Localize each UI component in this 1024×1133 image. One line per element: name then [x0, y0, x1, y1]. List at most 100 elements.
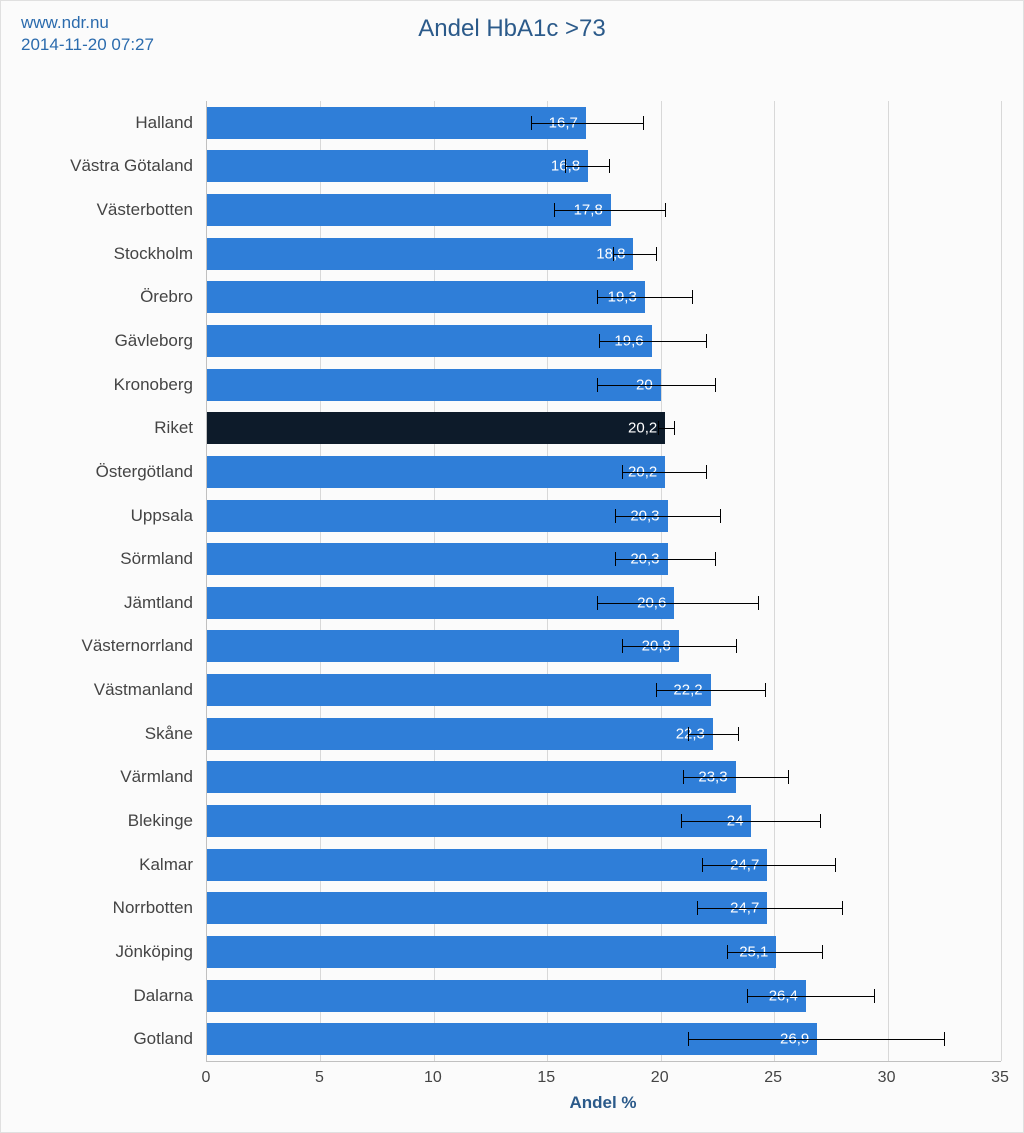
error-bar-cap: [597, 290, 598, 304]
error-bar-cap: [747, 989, 748, 1003]
bar: [207, 281, 645, 313]
error-bar-cap: [658, 421, 659, 435]
error-bar-cap: [599, 334, 600, 348]
error-bar-cap: [681, 814, 682, 828]
category-label: Uppsala: [0, 506, 193, 526]
error-bar: [683, 777, 787, 778]
bar: [207, 150, 588, 182]
error-bar-cap: [554, 203, 555, 217]
error-bar-cap: [727, 945, 728, 959]
x-tick-label: 10: [424, 1069, 442, 1087]
error-bar-cap: [615, 552, 616, 566]
error-bar-cap: [622, 639, 623, 653]
x-tick-label: 35: [991, 1069, 1009, 1087]
error-bar-cap: [758, 596, 759, 610]
error-bar-cap: [822, 945, 823, 959]
error-bar-cap: [736, 639, 737, 653]
chart-title: Andel HbA1c >73: [1, 15, 1023, 43]
error-bar-cap: [842, 901, 843, 915]
error-bar-cap: [609, 159, 610, 173]
gridline: [1001, 101, 1002, 1061]
error-bar-cap: [656, 247, 657, 261]
error-bar-cap: [765, 683, 766, 697]
x-tick-label: 0: [202, 1069, 211, 1087]
error-bar: [599, 341, 706, 342]
category-label: Värmland: [0, 767, 193, 787]
error-bar-cap: [835, 858, 836, 872]
category-label: Skåne: [0, 724, 193, 744]
category-label: Västerbotten: [0, 200, 193, 220]
category-label: Västra Götaland: [0, 156, 193, 176]
category-label: Stockholm: [0, 244, 193, 264]
bar: [207, 107, 586, 139]
category-label: Blekinge: [0, 811, 193, 831]
bar: [207, 543, 668, 575]
category-label: Örebro: [0, 287, 193, 307]
error-bar-cap: [738, 727, 739, 741]
error-bar-cap: [688, 1032, 689, 1046]
error-bar-cap: [706, 465, 707, 479]
error-bar-cap: [944, 1032, 945, 1046]
category-label: Västmanland: [0, 680, 193, 700]
error-bar: [622, 646, 735, 647]
error-bar: [622, 472, 706, 473]
category-label: Kalmar: [0, 855, 193, 875]
error-bar-cap: [697, 901, 698, 915]
bar-value-label: 20,2: [628, 420, 657, 437]
x-axis-title: Andel %: [206, 1093, 1000, 1113]
error-bar: [613, 254, 656, 255]
bar: [207, 369, 661, 401]
category-label: Sörmland: [0, 549, 193, 569]
error-bar-cap: [788, 770, 789, 784]
bar: [207, 761, 736, 793]
error-bar-cap: [820, 814, 821, 828]
error-bar-cap: [683, 770, 684, 784]
chart-frame: www.ndr.nu 2014-11-20 07:27 Andel HbA1c …: [0, 0, 1024, 1133]
plot-area: 16,716,817,818,819,319,62020,220,220,320…: [206, 101, 1001, 1062]
bar: [207, 456, 665, 488]
error-bar: [658, 428, 674, 429]
category-label: Kronoberg: [0, 375, 193, 395]
error-bar-cap: [715, 552, 716, 566]
bar: [207, 238, 633, 270]
error-bar: [656, 690, 765, 691]
bar: [207, 630, 679, 662]
error-bar-cap: [531, 116, 532, 130]
error-bar: [697, 908, 842, 909]
category-label: Norrbotten: [0, 898, 193, 918]
x-tick-label: 5: [315, 1069, 324, 1087]
error-bar-cap: [597, 378, 598, 392]
error-bar-cap: [674, 421, 675, 435]
error-bar: [597, 297, 692, 298]
bar: [207, 718, 713, 750]
error-bar-cap: [622, 465, 623, 479]
error-bar: [597, 385, 715, 386]
error-bar-cap: [720, 509, 721, 523]
bar: [207, 849, 767, 881]
category-label: Gävleborg: [0, 331, 193, 351]
gridline: [774, 101, 775, 1061]
category-label: Västernorrland: [0, 636, 193, 656]
category-label: Jönköping: [0, 942, 193, 962]
error-bar: [688, 734, 738, 735]
error-bar-cap: [706, 334, 707, 348]
bar: [207, 500, 668, 532]
error-bar: [702, 865, 836, 866]
x-tick-label: 15: [537, 1069, 555, 1087]
error-bar: [727, 952, 822, 953]
bar: [207, 412, 665, 444]
error-bar-cap: [692, 290, 693, 304]
error-bar: [681, 821, 819, 822]
bar: [207, 194, 611, 226]
error-bar: [531, 123, 642, 124]
error-bar-cap: [613, 247, 614, 261]
error-bar-cap: [656, 683, 657, 697]
category-label: Östergötland: [0, 462, 193, 482]
category-label: Dalarna: [0, 986, 193, 1006]
bar: [207, 805, 751, 837]
error-bar: [597, 603, 758, 604]
x-tick-label: 30: [878, 1069, 896, 1087]
error-bar-cap: [597, 596, 598, 610]
bar: [207, 980, 806, 1012]
error-bar-cap: [688, 727, 689, 741]
